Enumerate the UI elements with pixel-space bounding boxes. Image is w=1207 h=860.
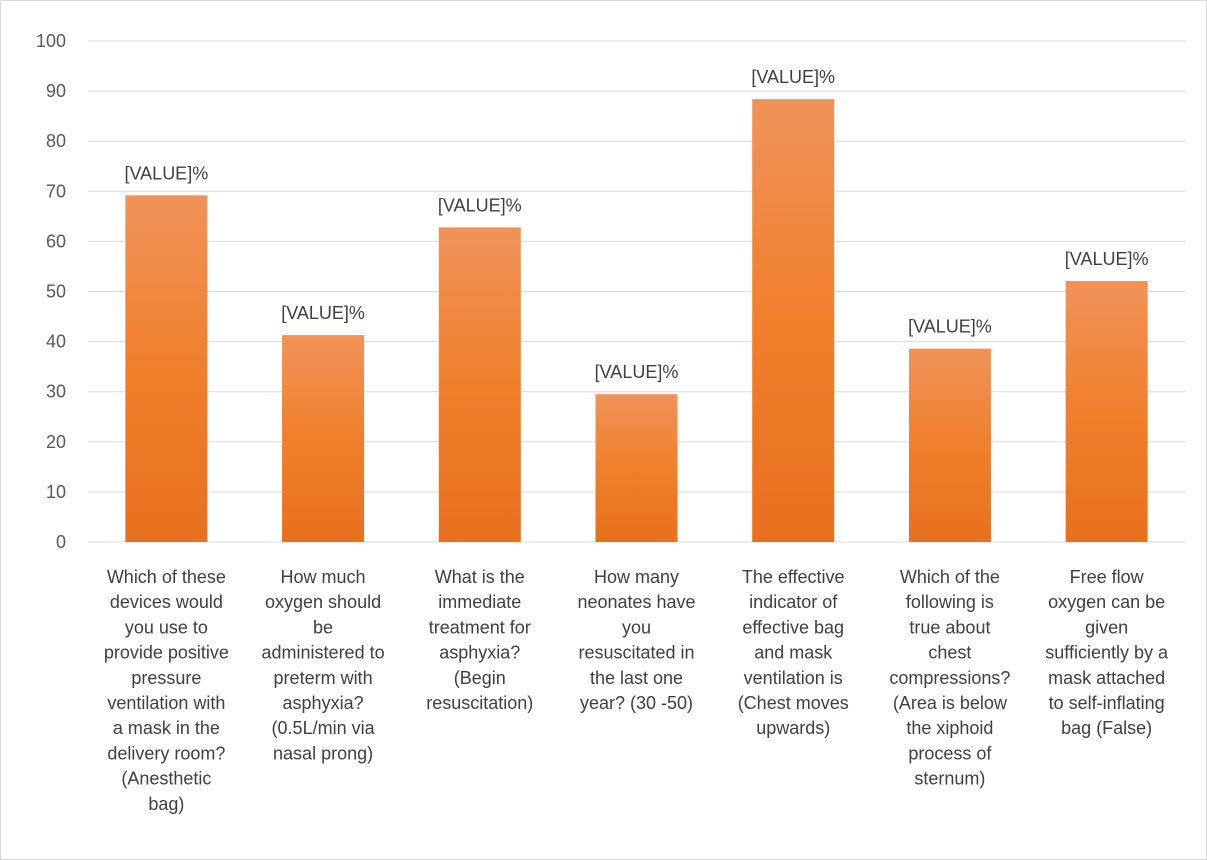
category-label: How much oxygen should be administered to pr…	[262, 567, 385, 763]
category-label-line: pressure	[131, 668, 201, 688]
category-label-line: ventilation is	[744, 668, 843, 688]
category-label-line: How many	[594, 567, 679, 587]
category-label-line: How much	[281, 567, 366, 587]
bar	[752, 99, 835, 542]
y-tick-label: 0	[56, 532, 66, 552]
y-axis-ticks: 0 10 20 30 40 50 60 70 80 90 100	[36, 31, 66, 552]
category-label-line: bag)	[148, 794, 184, 814]
category-label-line: The effective	[742, 567, 845, 587]
data-label: [VALUE]%	[908, 317, 992, 337]
data-label: [VALUE]%	[438, 195, 522, 215]
category-label-line: chest	[928, 643, 971, 663]
y-tick-label: 30	[46, 382, 66, 402]
category-label-line: effective bag	[742, 617, 844, 637]
data-label: [VALUE]%	[595, 362, 679, 382]
category-label-line: upwards)	[756, 718, 830, 738]
category-label-line: the xiphoid	[906, 718, 993, 738]
category-label: Which of the following is true about chest c…	[889, 567, 1010, 789]
category-label-line: you	[622, 617, 651, 637]
category-label-line: and mask	[754, 643, 833, 663]
category-label-line: What is the	[435, 567, 525, 587]
category-label-line: given	[1085, 617, 1128, 637]
category-label-line: delivery room?	[107, 743, 225, 763]
bar	[908, 348, 991, 542]
y-tick-label: 70	[46, 181, 66, 201]
category-label-line: you use to	[125, 617, 208, 637]
category-label-line: oxygen should	[265, 592, 381, 612]
category-label-line: sufficiently by a	[1045, 643, 1169, 663]
data-label: [VALUE]%	[281, 303, 365, 323]
category-label-line: a mask in the	[113, 718, 220, 738]
category-label-line: nasal prong)	[273, 743, 373, 763]
category-label-line: ventilation with	[107, 693, 225, 713]
category-label-line: to self-inflating	[1049, 693, 1165, 713]
category-label-line: (0.5L/min via	[272, 718, 376, 738]
category-label-line: administered to	[262, 643, 385, 663]
bars	[125, 99, 1148, 543]
category-label-line: true about	[909, 617, 990, 637]
category-label-line: bag (False)	[1061, 718, 1152, 738]
category-label-line: devices would	[110, 592, 223, 612]
data-labels: [VALUE]% [VALUE]% [VALUE]% [VALUE]% [VALUE]%…	[125, 67, 1149, 382]
category-label-line: Which of the	[900, 567, 1000, 587]
category-label-line: asphyxia?	[283, 693, 364, 713]
category-label-line: process of	[908, 743, 992, 763]
category-label: What is the immediate treatment for asphyxi…	[426, 567, 533, 713]
category-label-line: immediate	[438, 592, 521, 612]
category-label-line: neonates have	[577, 592, 695, 612]
category-label-line: Which of these	[107, 567, 226, 587]
y-tick-label: 20	[46, 432, 66, 452]
category-label: Free flow oxygen can be given sufficiently …	[1045, 567, 1169, 738]
category-label-line: asphyxia?	[439, 643, 520, 663]
category-label-line: following is	[906, 592, 994, 612]
bar	[438, 227, 521, 542]
category-label-line: the last one	[590, 668, 683, 688]
category-label-line: resuscitated in	[578, 643, 694, 663]
category-label-line: mask attached	[1048, 668, 1165, 688]
category-labels: Which of these devices would you use to pro…	[104, 567, 1169, 814]
y-tick-label: 100	[36, 31, 66, 51]
category-label-line: (Area is below	[893, 693, 1008, 713]
bar	[125, 195, 208, 543]
bar	[595, 394, 678, 542]
y-tick-label: 80	[46, 131, 66, 151]
category-label: The effective indicator of effective bag an…	[738, 567, 849, 738]
y-tick-label: 60	[46, 231, 66, 251]
bar	[282, 335, 365, 542]
category-label-line: resuscitation)	[426, 693, 533, 713]
category-label-line: preterm with	[274, 668, 373, 688]
category-label: How many neonates have you resuscitated in t…	[577, 567, 695, 713]
category-label-line: treatment for	[429, 617, 531, 637]
category-label-line: be	[313, 617, 333, 637]
y-tick-label: 50	[46, 282, 66, 302]
data-label: [VALUE]%	[1065, 249, 1149, 269]
category-label-line: Free flow	[1070, 567, 1145, 587]
gridlines	[88, 40, 1185, 543]
category-label-line: year? (30 -50)	[580, 693, 693, 713]
category-label-line: provide positive	[104, 643, 229, 663]
category-label-line: oxygen can be	[1048, 592, 1165, 612]
category-label-line: (Chest moves	[738, 693, 849, 713]
category-label-line: (Anesthetic	[121, 769, 211, 789]
y-tick-label: 40	[46, 332, 66, 352]
category-label-line: (Begin	[454, 668, 506, 688]
y-tick-label: 90	[46, 81, 66, 101]
category-label: Which of these devices would you use to pro…	[104, 567, 229, 814]
category-label-line: indicator of	[749, 592, 838, 612]
data-label: [VALUE]%	[125, 163, 209, 183]
y-tick-label: 10	[46, 482, 66, 502]
category-label-line: compressions?	[889, 668, 1010, 688]
bar	[1065, 280, 1148, 542]
category-label-line: sternum)	[914, 769, 985, 789]
data-label: [VALUE]%	[751, 67, 835, 87]
